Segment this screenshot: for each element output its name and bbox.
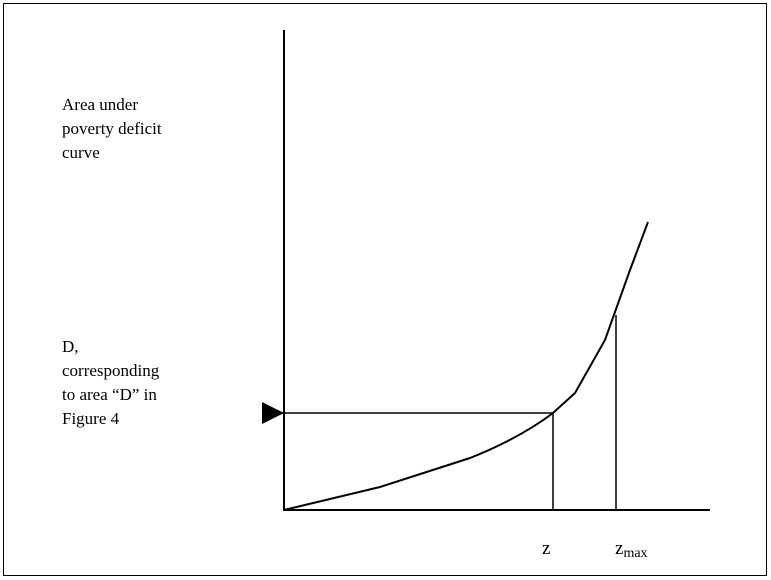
y-axis-label: Area under poverty deficit curve: [62, 95, 166, 162]
text-line: curve: [62, 143, 100, 162]
frame: [3, 3, 767, 576]
text-line: z: [542, 538, 550, 559]
text-line: D,: [62, 337, 79, 356]
z-label: z: [542, 538, 550, 559]
text-line: corresponding: [62, 361, 160, 380]
marked-level-label: D, corresponding to area “D” in Figure 4: [62, 337, 164, 428]
text-line: poverty deficit: [62, 119, 162, 138]
text-line: to area “D” in: [62, 385, 157, 404]
level-arrow: [262, 402, 284, 424]
text-line: Area under: [62, 95, 138, 114]
text-line: Figure 4: [62, 409, 120, 428]
zmax-label: zmax: [615, 538, 648, 561]
curve: [283, 221, 649, 511]
text-line: max: [623, 546, 647, 561]
text-line: z: [615, 538, 623, 559]
